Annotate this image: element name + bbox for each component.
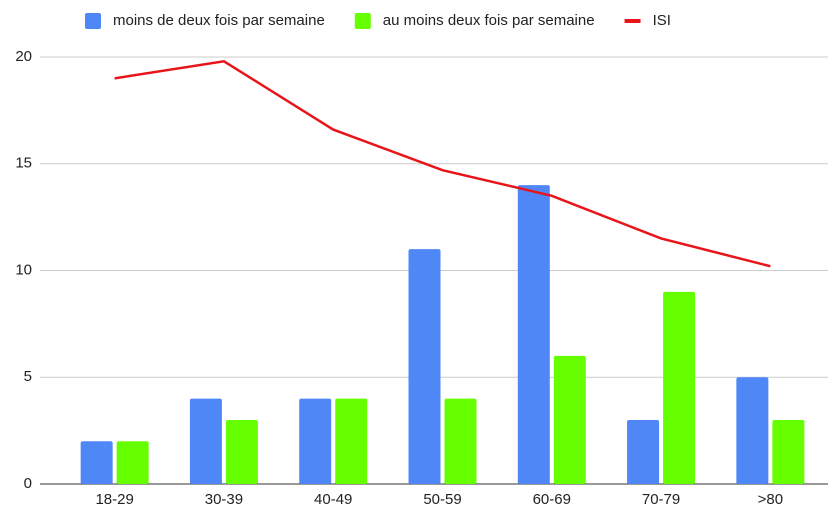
y-tick-label: 10	[15, 261, 32, 278]
legend-swatch	[354, 13, 371, 29]
bar	[408, 249, 441, 484]
legend-label: moins de deux fois par semaine	[113, 12, 325, 29]
bar	[335, 398, 368, 484]
y-tick-label: 15	[15, 155, 32, 172]
y-tick-label: 5	[24, 368, 32, 385]
bar	[80, 441, 113, 484]
x-tick-label: 50-59	[423, 491, 461, 508]
bar	[189, 398, 222, 484]
x-tick-label: 30-39	[205, 491, 243, 508]
x-tick-label: 18-29	[95, 491, 133, 508]
bar	[444, 398, 477, 484]
bar	[772, 419, 805, 484]
bar	[299, 398, 332, 484]
y-tick-label: 0	[24, 475, 32, 492]
bar	[225, 419, 258, 484]
x-tick-label: 60-69	[533, 491, 571, 508]
legend-label: au moins deux fois par semaine	[383, 12, 595, 29]
bar	[736, 377, 769, 484]
legend-swatch	[85, 13, 101, 29]
x-tick-label: >80	[758, 491, 783, 508]
x-tick-label: 70-79	[642, 491, 680, 508]
bar	[627, 419, 660, 484]
x-tick-label: 40-49	[314, 491, 352, 508]
line	[114, 59, 771, 268]
y-tick-label: 20	[15, 48, 32, 65]
legend-label: ISI	[653, 12, 671, 29]
bar	[517, 185, 550, 484]
bar	[116, 441, 149, 484]
legend-swatch	[624, 19, 641, 23]
bar	[663, 291, 696, 484]
bar	[553, 355, 586, 484]
